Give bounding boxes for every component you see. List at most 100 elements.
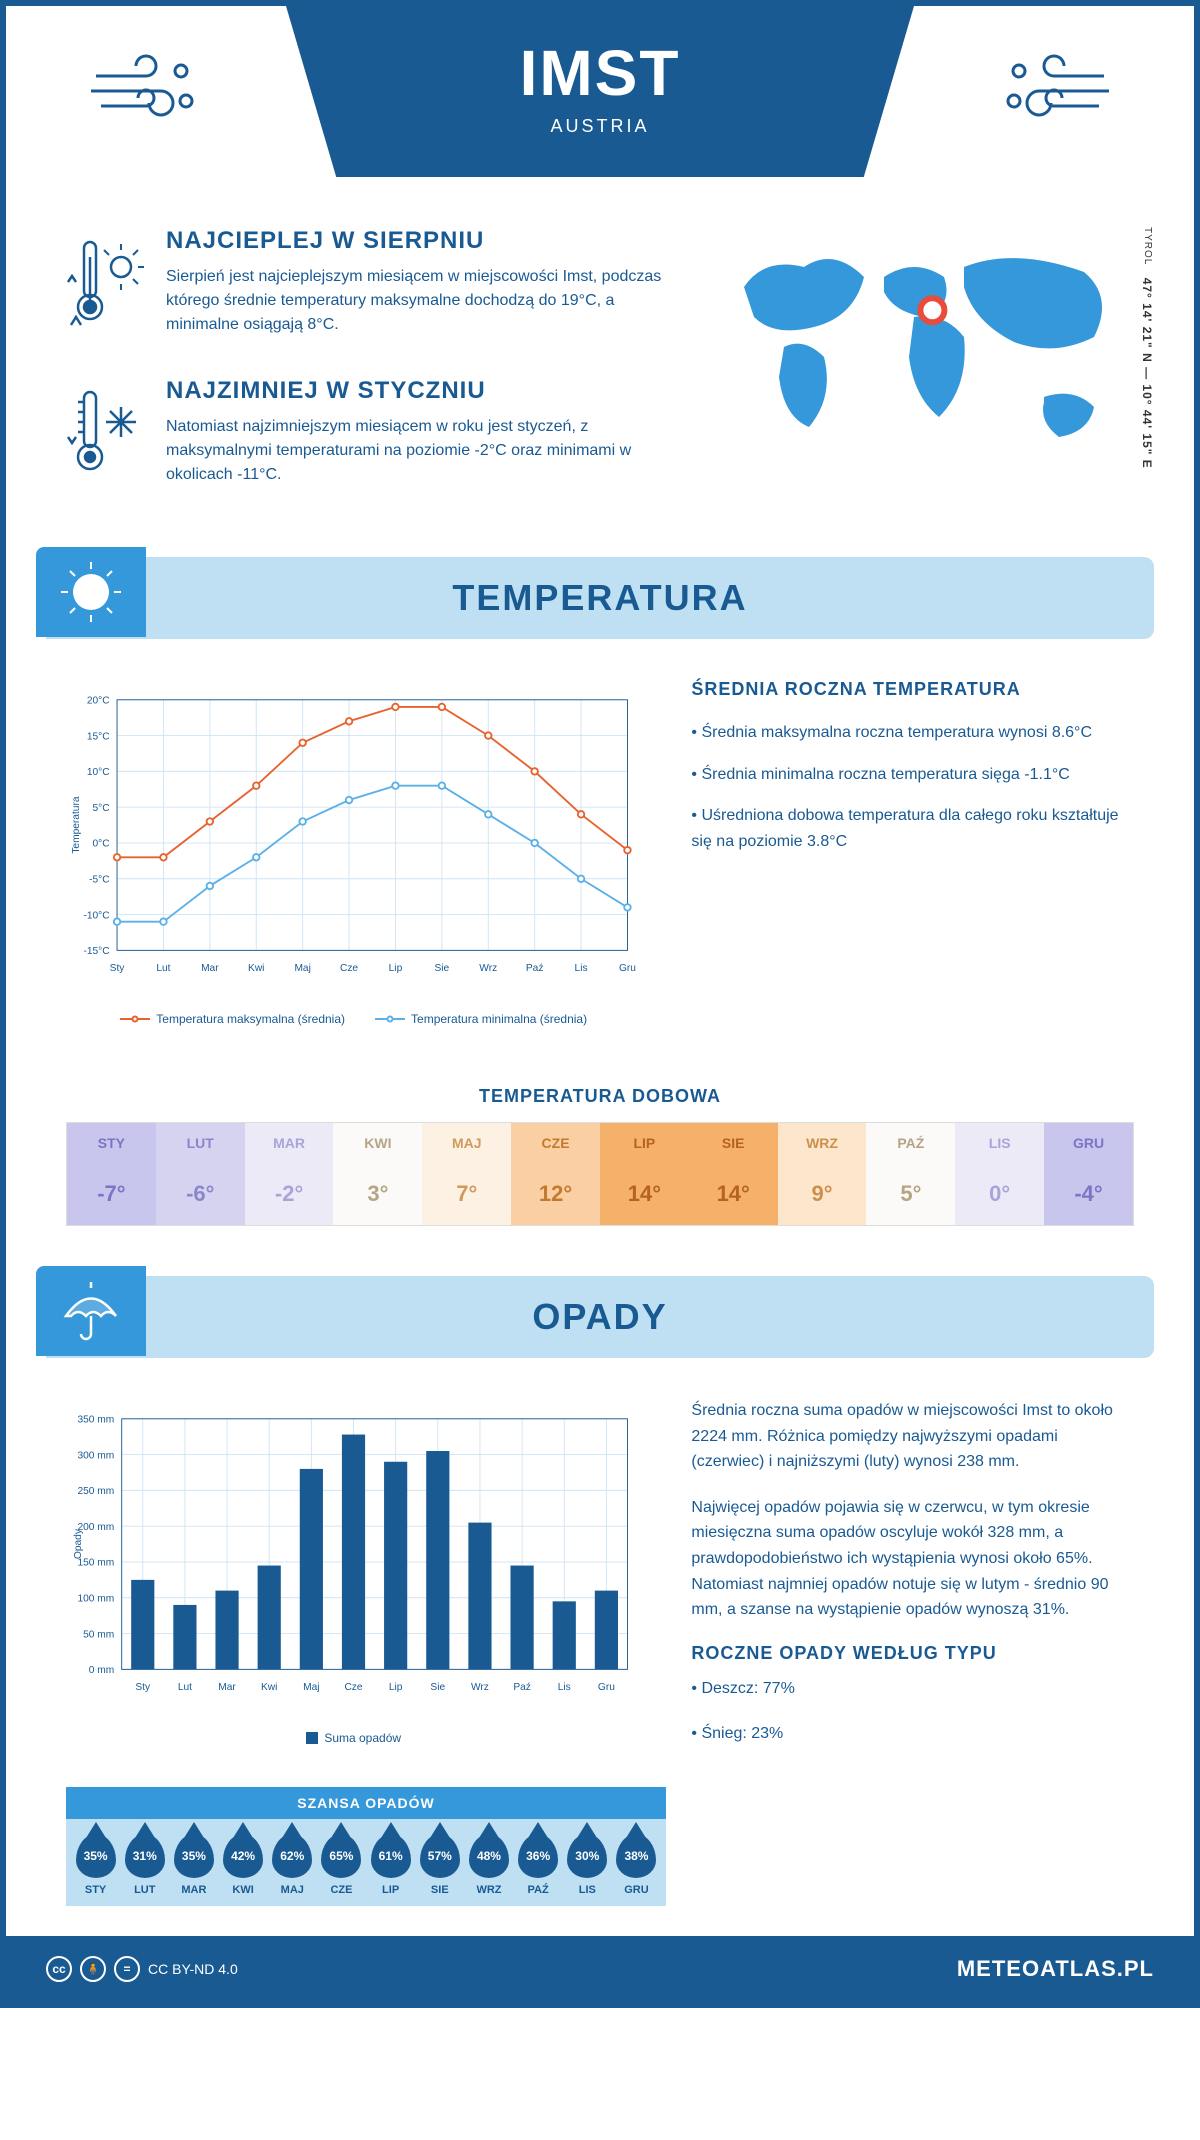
coldest-body: Natomiast najzimniejszym miesiącem w rok… <box>166 415 674 487</box>
daily-temp-cell: SIE14° <box>689 1123 778 1225</box>
precipitation-content: 0 mm50 mm100 mm150 mm200 mm250 mm300 mm3… <box>6 1358 1194 1787</box>
daily-temp-cell: KWI3° <box>333 1123 422 1225</box>
chance-title: SZANSA OPADÓW <box>66 1787 666 1819</box>
chance-month-label: CZE <box>317 1884 366 1896</box>
umbrella-icon <box>36 1266 146 1356</box>
coldest-block: NAJZIMNIEJ W STYCZNIU Natomiast najzimni… <box>66 377 674 487</box>
coldest-text: NAJZIMNIEJ W STYCZNIU Natomiast najzimni… <box>166 377 674 487</box>
svg-text:10°C: 10°C <box>87 767 110 778</box>
svg-text:Kwi: Kwi <box>248 963 264 974</box>
legend-item: Temperatura maksymalna (średnia) <box>120 1012 345 1026</box>
svg-text:250 mm: 250 mm <box>77 1486 114 1497</box>
raindrop-icon: 35% <box>76 1834 116 1878</box>
svg-text:Maj: Maj <box>303 1682 319 1693</box>
coordinates: TYROL 47° 14' 21" N — 10° 44' 15" E <box>1140 227 1154 469</box>
daily-temp-cell: LIS0° <box>955 1123 1044 1225</box>
chance-cell: 61%LIP <box>366 1834 415 1896</box>
svg-text:Lip: Lip <box>389 963 403 974</box>
temp-info-bullet: • Średnia maksymalna roczna temperatura … <box>691 720 1134 746</box>
temp-info-bullet: • Uśredniona dobowa temperatura dla całe… <box>691 803 1134 854</box>
svg-text:Sie: Sie <box>430 1682 445 1693</box>
svg-text:-10°C: -10°C <box>83 910 109 921</box>
daily-temp-cell: STY-7° <box>67 1123 156 1225</box>
footer: cc 🧍 = CC BY-ND 4.0 METEOATLAS.PL <box>6 1936 1194 2002</box>
svg-text:Lis: Lis <box>558 1682 571 1693</box>
svg-text:Mar: Mar <box>201 963 219 974</box>
license-block: cc 🧍 = CC BY-ND 4.0 <box>46 1956 238 1982</box>
svg-text:Gru: Gru <box>598 1682 615 1693</box>
svg-text:Lis: Lis <box>575 963 588 974</box>
warmest-title: NAJCIEPLEJ W SIERPNIU <box>166 227 674 255</box>
daily-temp-cell: MAR-2° <box>245 1123 334 1225</box>
chance-month-label: GRU <box>612 1884 661 1896</box>
svg-text:Temperatura: Temperatura <box>71 796 82 854</box>
thermometer-snow-icon <box>66 377 146 487</box>
svg-text:-15°C: -15°C <box>83 946 109 957</box>
chance-month-label: MAJ <box>268 1884 317 1896</box>
svg-text:Sty: Sty <box>135 1682 151 1693</box>
svg-text:Mar: Mar <box>218 1682 236 1693</box>
map-column: TYROL 47° 14' 21" N — 10° 44' 15" E <box>714 227 1134 527</box>
cc-icon: cc <box>46 1956 72 1982</box>
page-container: IMST AUSTRIA NAJCIEPLEJ W SIERPNIU Sierp… <box>0 0 1200 2008</box>
daily-temp-cell: PAŹ5° <box>866 1123 955 1225</box>
precip-chart-legend: Suma opadów <box>66 1731 641 1745</box>
svg-text:5°C: 5°C <box>93 803 110 814</box>
svg-text:Kwi: Kwi <box>261 1682 277 1693</box>
legend-item: Temperatura minimalna (średnia) <box>375 1012 587 1026</box>
daily-temp-cell: LIP14° <box>600 1123 689 1225</box>
chance-cell: 31%LUT <box>120 1834 169 1896</box>
svg-text:Lip: Lip <box>389 1682 403 1693</box>
thermometer-sun-icon <box>66 227 146 337</box>
svg-text:Cze: Cze <box>340 963 358 974</box>
temperature-content: -15°C-10°C-5°C0°C5°C10°C15°C20°CStyLutMa… <box>6 639 1194 1066</box>
nd-icon: = <box>114 1956 140 1982</box>
svg-text:Cze: Cze <box>344 1682 362 1693</box>
svg-text:0°C: 0°C <box>93 839 110 850</box>
chance-cell: 48% WRZ <box>464 1834 513 1896</box>
intro-text-column: NAJCIEPLEJ W SIERPNIU Sierpień jest najc… <box>66 227 674 527</box>
raindrop-icon: 42% <box>223 1834 263 1878</box>
precipitation-chance-box: SZANSA OPADÓW 35%STY31%LUT35%MAR42%KWI62… <box>66 1787 666 1906</box>
chance-month-label: WRZ <box>464 1884 513 1896</box>
temp-info-title: ŚREDNIA ROCZNA TEMPERATURA <box>691 679 1134 700</box>
country-name: AUSTRIA <box>286 116 914 137</box>
coords-value: 47° 14' 21" N — 10° 44' 15" E <box>1140 278 1154 469</box>
precipitation-chart-area: 0 mm50 mm100 mm150 mm200 mm250 mm300 mm3… <box>66 1398 641 1767</box>
svg-text:Opady: Opady <box>73 1528 84 1559</box>
coldest-title: NAJZIMNIEJ W STYCZNIU <box>166 377 674 405</box>
precipitation-info: Średnia roczna suma opadów w miejscowośc… <box>691 1398 1134 1767</box>
daily-temp-cell: LUT-6° <box>156 1123 245 1225</box>
chance-cell: 35%MAR <box>169 1834 218 1896</box>
warmest-text: NAJCIEPLEJ W SIERPNIU Sierpień jest najc… <box>166 227 674 337</box>
svg-text:-5°C: -5°C <box>89 874 109 885</box>
svg-text:300 mm: 300 mm <box>77 1450 114 1461</box>
world-map <box>714 227 1134 487</box>
sun-icon <box>36 547 146 637</box>
precipitation-section-header: OPADY <box>46 1276 1154 1358</box>
raindrop-icon: 38% <box>616 1834 656 1878</box>
svg-text:15°C: 15°C <box>87 731 110 742</box>
raindrop-icon: 62% <box>272 1834 312 1878</box>
svg-text:Lut: Lut <box>178 1682 192 1693</box>
precip-type-title: ROCZNE OPADY WEDŁUG TYPU <box>691 1643 1134 1664</box>
svg-text:0 mm: 0 mm <box>89 1665 114 1676</box>
svg-text:Wrz: Wrz <box>479 963 497 974</box>
raindrop-icon: 48% <box>469 1834 509 1878</box>
site-name: METEOATLAS.PL <box>957 1956 1154 1982</box>
temperature-line-chart: -15°C-10°C-5°C0°C5°C10°C15°C20°CStyLutMa… <box>66 679 641 999</box>
svg-text:Paź: Paź <box>513 1682 531 1693</box>
chance-cell: 57%SIE <box>415 1834 464 1896</box>
temperature-chart-area: -15°C-10°C-5°C0°C5°C10°C15°C20°CStyLutMa… <box>66 679 641 1026</box>
daily-temp-cell: MAJ7° <box>422 1123 511 1225</box>
chance-cell: 42%KWI <box>219 1834 268 1896</box>
svg-text:Gru: Gru <box>619 963 636 974</box>
by-icon: 🧍 <box>80 1956 106 1982</box>
license-text: CC BY-ND 4.0 <box>148 1961 238 1977</box>
warmest-block: NAJCIEPLEJ W SIERPNIU Sierpień jest najc… <box>66 227 674 337</box>
svg-text:Lut: Lut <box>156 963 170 974</box>
chance-cell: 30%LIS <box>563 1834 612 1896</box>
chance-month-label: SIE <box>415 1884 464 1896</box>
svg-text:50 mm: 50 mm <box>83 1629 114 1640</box>
temperature-info: ŚREDNIA ROCZNA TEMPERATURA • Średnia mak… <box>691 679 1134 1026</box>
